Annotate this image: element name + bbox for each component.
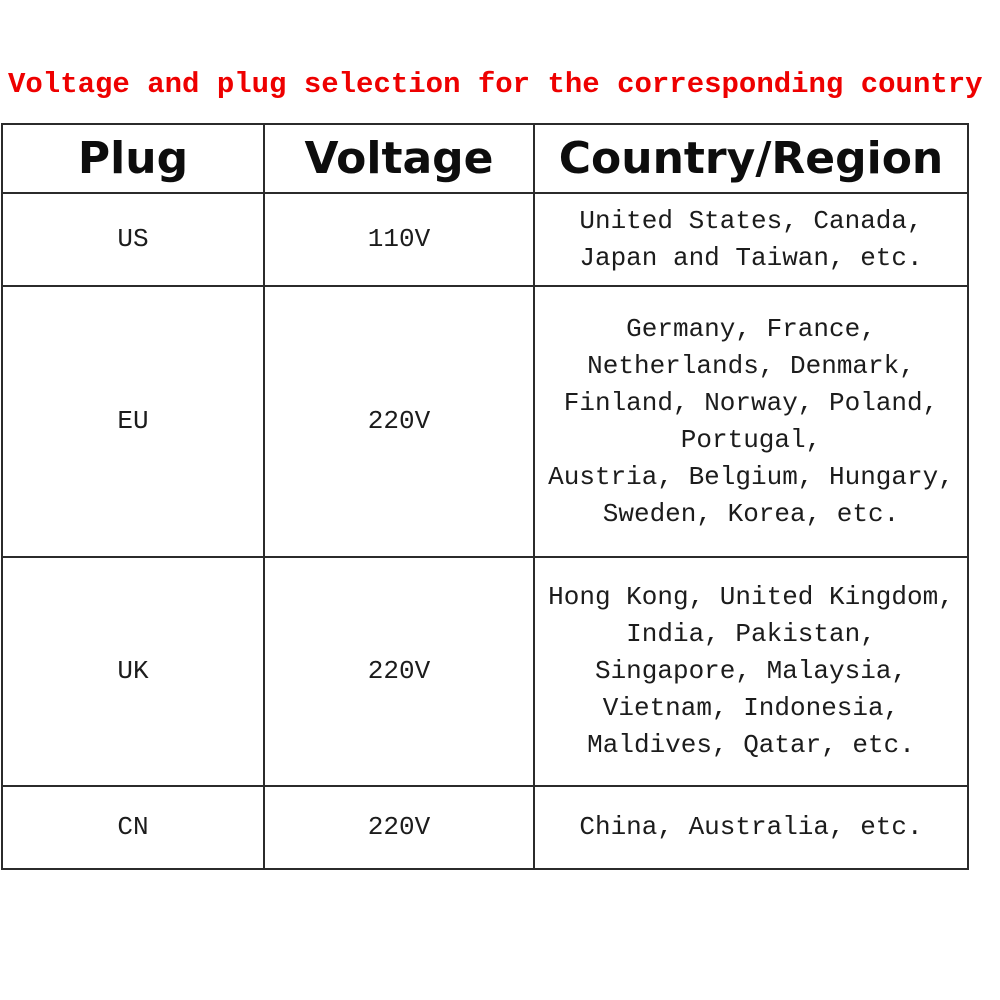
- plug-cell: CN: [1, 785, 265, 870]
- plug-cell: EU: [1, 285, 265, 558]
- table-header-row: Plug Voltage Country/Region: [1, 123, 969, 194]
- voltage-cell: 220V: [263, 556, 535, 787]
- countries-cell: United States, Canada, Japan and Taiwan,…: [533, 192, 969, 287]
- plug-cell: US: [1, 192, 265, 287]
- voltage-cell: 220V: [263, 285, 535, 558]
- column-header-plug: Plug: [1, 123, 265, 194]
- voltage-cell: 220V: [263, 785, 535, 870]
- countries-cell: Germany, France, Netherlands, Denmark, F…: [533, 285, 969, 558]
- table-row-eu: EU 220V Germany, France, Netherlands, De…: [1, 285, 969, 558]
- countries-cell: China, Australia, etc.: [533, 785, 969, 870]
- table-row-uk: UK 220V Hong Kong, United Kingdom, India…: [1, 556, 969, 787]
- countries-cell: Hong Kong, United Kingdom, India, Pakist…: [533, 556, 969, 787]
- table-row-us: US 110V United States, Canada, Japan and…: [1, 192, 969, 287]
- table-row-cn: CN 220V China, Australia, etc.: [1, 785, 969, 870]
- voltage-cell: 110V: [263, 192, 535, 287]
- plug-cell: UK: [1, 556, 265, 787]
- column-header-country-region: Country/Region: [533, 123, 969, 194]
- voltage-plug-table: Plug Voltage Country/Region US 110V Unit…: [1, 123, 969, 870]
- page-title: Voltage and plug selection for the corre…: [8, 68, 983, 101]
- column-header-voltage: Voltage: [263, 123, 535, 194]
